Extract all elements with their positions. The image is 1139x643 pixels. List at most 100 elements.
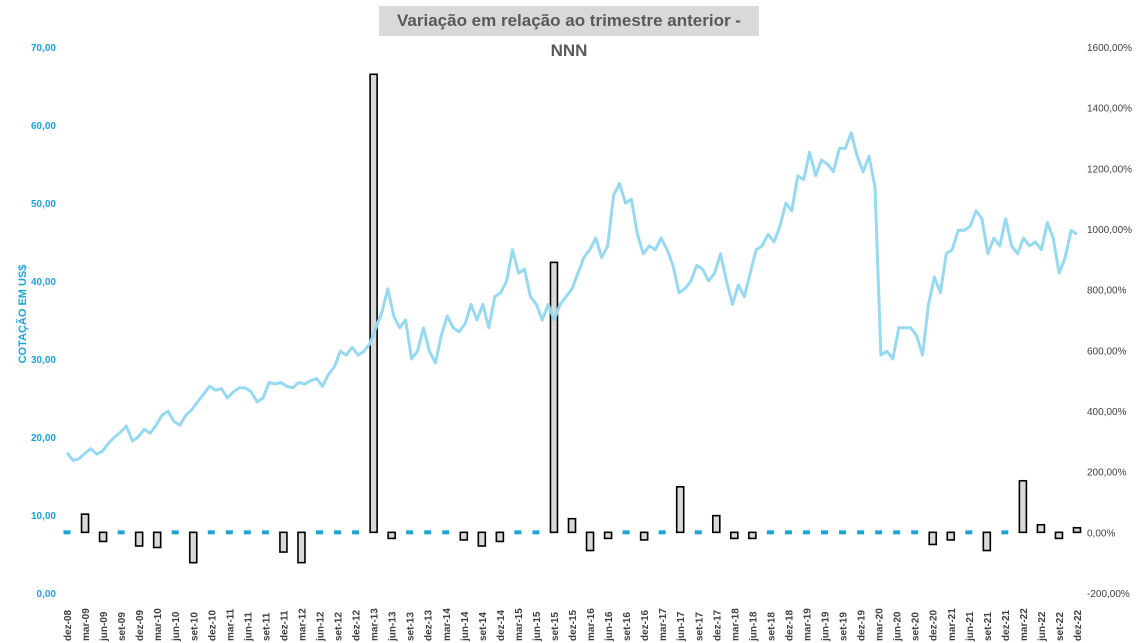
change-marker: [802, 530, 810, 535]
change-bar: [928, 531, 938, 546]
x-tick-label: mar-18: [730, 608, 741, 641]
change-bar: [495, 531, 505, 543]
change-marker: [821, 530, 828, 535]
x-tick-label: jun-21: [965, 611, 976, 642]
change-marker: [911, 530, 919, 535]
right-tick-label: 400,00%: [1087, 407, 1127, 418]
x-tick-label: set-11: [261, 612, 272, 641]
x-tick-label: jun-16: [604, 611, 615, 642]
change-marker: [622, 530, 630, 535]
change-bar: [730, 531, 739, 540]
change-bar: [134, 531, 144, 547]
x-tick-label: set-17: [694, 612, 705, 641]
price-line: [65, 131, 1078, 462]
change-bar: [297, 531, 306, 564]
x-tick-label: set-20: [911, 612, 922, 641]
change-marker: [857, 530, 865, 535]
right-tick-label: 1000,00%: [1087, 225, 1132, 236]
change-bar: [369, 73, 378, 534]
x-tick-label: set-16: [622, 612, 633, 641]
change-bar: [477, 531, 487, 547]
x-tick-label: dez-09: [135, 609, 146, 641]
change-marker: [839, 530, 847, 535]
change-marker: [893, 530, 901, 535]
right-tick-label: 200,00%: [1087, 468, 1127, 479]
x-tick-label: mar-13: [370, 608, 381, 641]
change-marker: [658, 530, 666, 535]
x-tick-label: jun-15: [532, 611, 543, 642]
x-tick-label: set-10: [189, 612, 200, 641]
right-tick-label: 1200,00%: [1087, 164, 1132, 175]
x-tick-label: mar-19: [802, 608, 813, 641]
change-marker: [316, 530, 323, 535]
right-tick-label: 1400,00%: [1087, 104, 1132, 115]
change-bar: [603, 531, 613, 540]
x-tick-label: mar-20: [875, 608, 886, 641]
change-marker: [532, 530, 540, 535]
x-tick-label: jun-20: [893, 611, 904, 642]
x-tick-label: jun-22: [1037, 611, 1048, 642]
change-marker: [117, 530, 125, 535]
left-tick-label: 50,00: [31, 199, 56, 210]
x-tick-label: dez-22: [1073, 609, 1084, 641]
change-bar: [711, 514, 721, 534]
change-marker: [514, 530, 522, 535]
x-tick-label: set-12: [334, 612, 345, 641]
change-bar: [675, 486, 685, 534]
right-tick-label: 800,00%: [1087, 286, 1127, 297]
change-bar: [567, 517, 577, 534]
left-tick-label: 10,00: [31, 511, 56, 522]
change-marker: [442, 530, 450, 535]
x-tick-label: dez-08: [63, 609, 74, 641]
change-bar: [946, 531, 956, 541]
x-tick-label: set-09: [117, 612, 128, 641]
x-tick-label: mar-14: [442, 608, 453, 641]
change-bar: [982, 531, 992, 552]
change-marker: [694, 530, 702, 535]
x-axis-ticks: dez-08 mar-09 jun-09 set-09 dez-09 mar-10 jun-…: [63, 608, 1084, 642]
change-bar: [1072, 526, 1082, 534]
price-series-line: [65, 131, 1078, 462]
left-axis-ticks: 0,00 10,00 20,00 30,00 40,00 50,00 60,00 70,00: [31, 43, 56, 600]
x-tick-label: mar-12: [297, 608, 308, 641]
x-tick-label: jun-12: [316, 611, 327, 642]
x-tick-label: dez-20: [929, 609, 940, 641]
change-marker: [334, 530, 342, 535]
change-bars: [63, 73, 1082, 564]
left-tick-label: 30,00: [31, 355, 56, 366]
x-tick-label: jun-13: [388, 611, 399, 642]
change-marker: [875, 530, 883, 535]
x-tick-label: set-13: [406, 612, 417, 641]
chart-title: Variação em relação ao trimestre anterio…: [379, 6, 759, 60]
x-tick-label: mar-10: [153, 608, 164, 641]
left-tick-label: 60,00: [31, 121, 56, 132]
change-bar: [549, 261, 559, 534]
change-marker: [352, 530, 360, 535]
x-tick-label: mar-17: [658, 608, 669, 641]
change-marker: [784, 530, 792, 535]
x-tick-label: dez-17: [712, 609, 723, 641]
left-tick-label: 40,00: [31, 277, 56, 288]
x-tick-label: set-21: [983, 612, 994, 641]
x-tick-label: dez-18: [784, 609, 795, 641]
change-marker: [171, 530, 179, 535]
left-tick-label: 20,00: [31, 433, 56, 444]
change-marker: [965, 530, 973, 535]
change-bar: [1018, 479, 1028, 534]
change-bar: [387, 531, 396, 540]
x-tick-label: mar-22: [1019, 608, 1030, 641]
x-tick-label: jun-19: [821, 611, 832, 642]
change-marker: [424, 530, 432, 535]
x-tick-label: jun-10: [171, 611, 182, 642]
left-tick-label: 70,00: [31, 43, 56, 54]
x-tick-label: mar-16: [586, 608, 597, 641]
change-bar: [152, 531, 162, 549]
x-tick-label: dez-13: [424, 609, 435, 641]
change-bar: [1036, 523, 1046, 534]
x-tick-label: mar-15: [514, 608, 525, 641]
change-bar: [748, 531, 757, 540]
change-bar: [80, 513, 90, 534]
change-bar: [639, 531, 649, 541]
x-tick-label: dez-12: [352, 609, 363, 641]
